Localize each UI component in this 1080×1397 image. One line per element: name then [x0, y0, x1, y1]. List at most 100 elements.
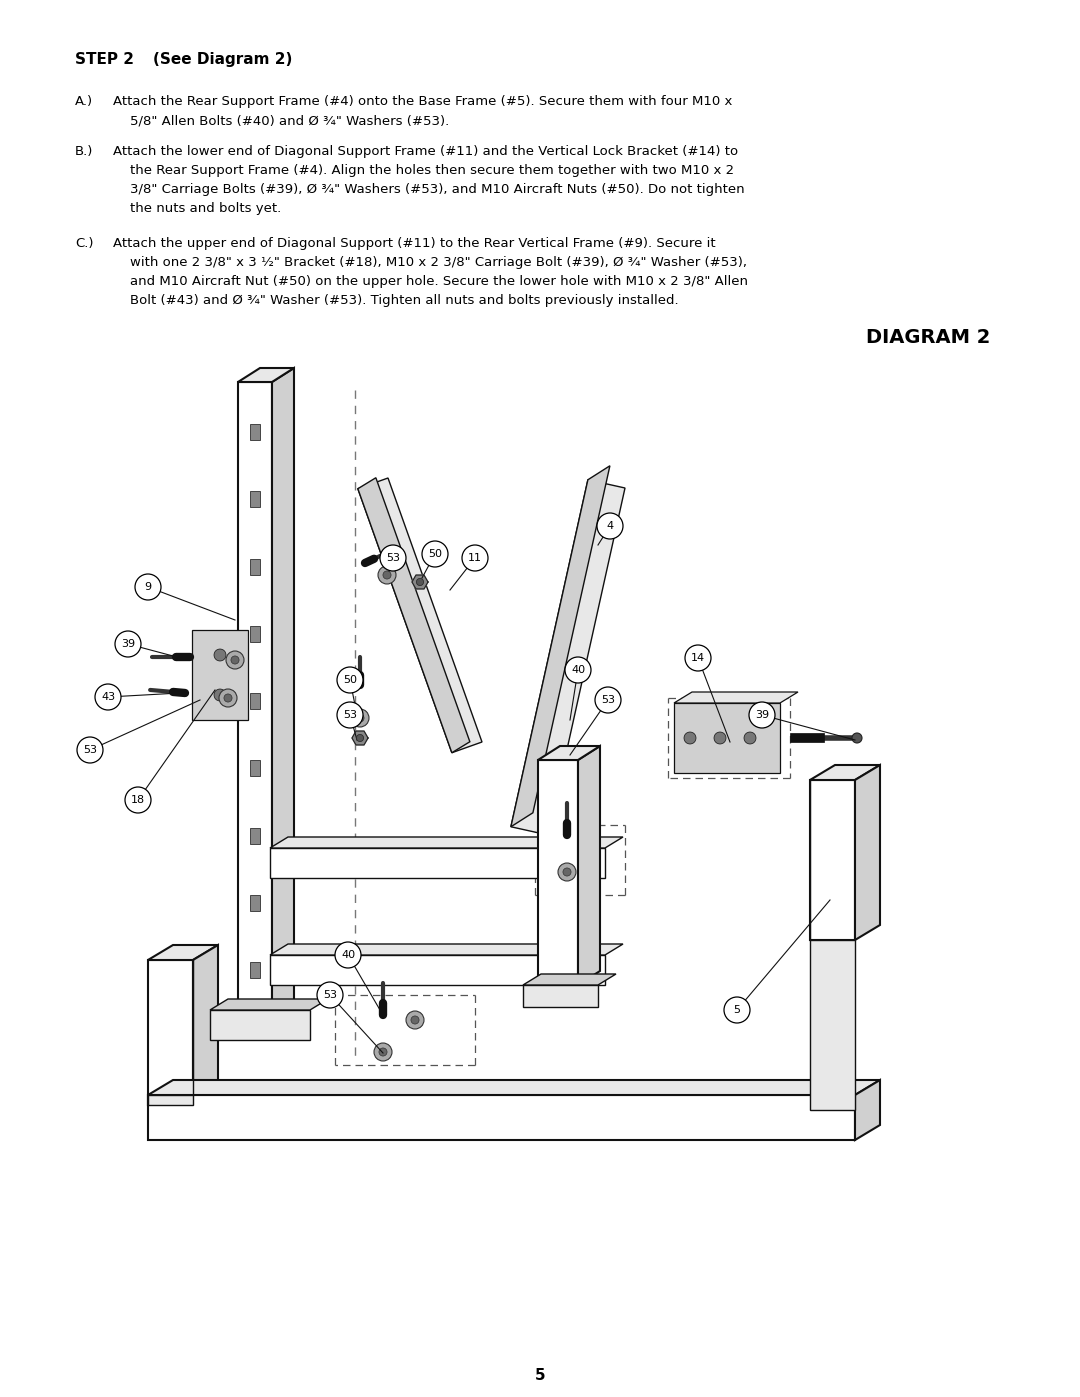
Circle shape — [380, 545, 406, 571]
Circle shape — [685, 645, 711, 671]
Text: (See Diagram 2): (See Diagram 2) — [153, 52, 293, 67]
Text: 40: 40 — [341, 950, 355, 960]
Polygon shape — [523, 974, 616, 985]
Circle shape — [337, 666, 363, 693]
Circle shape — [356, 735, 364, 742]
Text: 53: 53 — [343, 710, 357, 719]
Text: Attach the Rear Support Frame (#4) onto the Base Frame (#5). Secure them with fo: Attach the Rear Support Frame (#4) onto … — [113, 95, 732, 108]
Circle shape — [411, 1016, 419, 1024]
Circle shape — [724, 997, 750, 1023]
Circle shape — [558, 863, 576, 882]
Text: 5: 5 — [535, 1368, 545, 1383]
Polygon shape — [538, 746, 600, 760]
Circle shape — [563, 868, 571, 876]
Text: A.): A.) — [75, 95, 93, 108]
Polygon shape — [148, 1095, 855, 1140]
Polygon shape — [674, 692, 798, 703]
Polygon shape — [511, 465, 610, 827]
Text: the Rear Support Frame (#4). Align the holes then secure them together with two : the Rear Support Frame (#4). Align the h… — [130, 163, 734, 177]
Circle shape — [337, 703, 363, 728]
Polygon shape — [578, 746, 600, 985]
Circle shape — [597, 513, 623, 539]
Circle shape — [95, 685, 121, 710]
Circle shape — [714, 732, 726, 745]
Text: 50: 50 — [343, 675, 357, 685]
Polygon shape — [148, 944, 218, 960]
Circle shape — [684, 732, 696, 745]
Polygon shape — [270, 848, 605, 877]
Circle shape — [379, 1048, 387, 1056]
Text: 53: 53 — [323, 990, 337, 1000]
Polygon shape — [270, 944, 623, 956]
Circle shape — [374, 1044, 392, 1060]
Text: Bolt (#43) and Ø ¾" Washer (#53). Tighten all nuts and bolts previously installe: Bolt (#43) and Ø ¾" Washer (#53). Tighte… — [130, 293, 678, 307]
Text: 43: 43 — [100, 692, 116, 703]
Circle shape — [114, 631, 141, 657]
Text: with one 2 3/8" x 3 ½" Bracket (#18), M10 x 2 3/8" Carriage Bolt (#39), Ø ¾" Was: with one 2 3/8" x 3 ½" Bracket (#18), M1… — [130, 256, 747, 270]
Text: 18: 18 — [131, 795, 145, 805]
Text: 53: 53 — [600, 694, 615, 705]
Circle shape — [406, 1011, 424, 1030]
Circle shape — [383, 571, 391, 578]
Text: 50: 50 — [428, 549, 442, 559]
Bar — [249, 693, 260, 710]
Text: DIAGRAM 2: DIAGRAM 2 — [866, 328, 990, 346]
Bar — [249, 492, 260, 507]
Circle shape — [422, 541, 448, 567]
Text: 5: 5 — [733, 1004, 741, 1016]
Circle shape — [565, 657, 591, 683]
Polygon shape — [210, 999, 328, 1010]
Polygon shape — [270, 956, 605, 985]
Text: 4: 4 — [607, 521, 613, 531]
Circle shape — [417, 578, 423, 585]
Text: C.): C.) — [75, 237, 94, 250]
Polygon shape — [148, 960, 193, 1105]
Text: STEP 2: STEP 2 — [75, 52, 134, 67]
Text: 39: 39 — [121, 638, 135, 650]
Polygon shape — [810, 780, 855, 940]
Text: 14: 14 — [691, 652, 705, 664]
Polygon shape — [855, 1080, 880, 1140]
Polygon shape — [411, 576, 428, 590]
Polygon shape — [810, 940, 855, 1111]
Circle shape — [750, 703, 775, 728]
Circle shape — [852, 733, 862, 743]
Circle shape — [135, 574, 161, 599]
Polygon shape — [357, 478, 470, 753]
Text: and M10 Aircraft Nut (#50) on the upper hole. Secure the lower hole with M10 x 2: and M10 Aircraft Nut (#50) on the upper … — [130, 275, 748, 288]
Polygon shape — [270, 837, 623, 848]
Circle shape — [214, 689, 226, 701]
Polygon shape — [523, 985, 598, 1007]
Circle shape — [378, 566, 396, 584]
Text: 3/8" Carriage Bolts (#39), Ø ¾" Washers (#53), and M10 Aircraft Nuts (#50). Do n: 3/8" Carriage Bolts (#39), Ø ¾" Washers … — [130, 183, 744, 196]
Text: 39: 39 — [755, 710, 769, 719]
Text: the nuts and bolts yet.: the nuts and bolts yet. — [130, 203, 281, 215]
Polygon shape — [238, 367, 294, 381]
Polygon shape — [238, 381, 272, 1020]
Bar — [249, 894, 260, 911]
Circle shape — [318, 982, 343, 1009]
Circle shape — [226, 651, 244, 669]
Circle shape — [356, 714, 364, 722]
Text: 40: 40 — [571, 665, 585, 675]
Circle shape — [77, 738, 103, 763]
Polygon shape — [810, 766, 880, 780]
Circle shape — [224, 694, 232, 703]
Bar — [249, 626, 260, 641]
Polygon shape — [855, 766, 880, 940]
Bar — [249, 559, 260, 574]
Text: 9: 9 — [145, 583, 151, 592]
Circle shape — [231, 657, 239, 664]
Polygon shape — [210, 1010, 310, 1039]
Circle shape — [351, 710, 369, 726]
Polygon shape — [352, 731, 368, 745]
Text: 53: 53 — [83, 745, 97, 754]
Polygon shape — [148, 1080, 880, 1095]
Polygon shape — [193, 944, 218, 1105]
Bar — [249, 425, 260, 440]
Polygon shape — [511, 479, 625, 835]
Circle shape — [462, 545, 488, 571]
Polygon shape — [538, 760, 578, 985]
Text: B.): B.) — [75, 145, 93, 158]
Text: 5/8" Allen Bolts (#40) and Ø ¾" Washers (#53).: 5/8" Allen Bolts (#40) and Ø ¾" Washers … — [130, 115, 449, 127]
